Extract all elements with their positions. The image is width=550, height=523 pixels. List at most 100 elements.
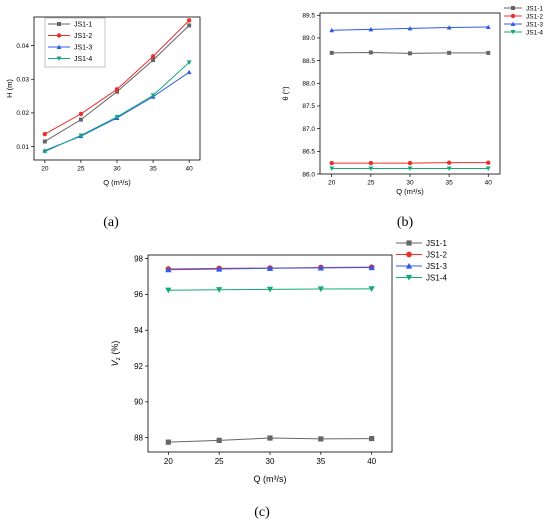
data-point-js1-1-c [216,437,222,443]
x-tick-label-b: 40 [485,180,493,187]
legend-label-js1-3-b: JS1-3 [526,21,543,28]
legend-marker-js1-3-a [56,44,62,49]
y-tick-label-c: 94 [134,326,143,335]
y-tick-label-b: 87.0 [302,126,315,133]
y-tick-label-a: 0.01 [16,144,29,151]
data-point-js1-2-b [368,160,374,166]
legend-label-js1-4-c: JS1-4 [426,273,447,282]
x-tick-label-a: 30 [113,166,121,173]
plot-frame-c [147,254,393,453]
legend-label-js1-2-a: JS1-2 [74,33,92,40]
data-point-js1-3-c [216,265,223,272]
y-tick-label-b: 89.5 [302,13,315,20]
y-tick-label-c: 92 [134,362,143,371]
data-point-js1-4-a [78,133,84,138]
data-point-js1-2-b [407,160,413,166]
x-tick-label-c: 20 [164,457,173,466]
data-point-js1-3-c [266,265,274,271]
x-tick-label-c: 40 [367,457,376,466]
data-point-js1-4-b [446,166,452,171]
legend-label-js1-3-a: JS1-3 [74,44,92,51]
legend-marker-js1-4-a [56,56,62,61]
data-point-js1-1-a [78,117,83,122]
panel-label-c: (c) [254,505,270,520]
data-point-js1-4-a [114,114,120,120]
x-tick-label-c: 30 [266,457,275,466]
chart-panel-a: 20 25 30 35 40 0.01 0.02 0.03 0.04 Q (m³/s) H (m) J… [5,16,201,187]
y-tick-label-a: 0.04 [16,43,29,50]
chart-panel-c: 20 25 30 35 40 88 90 92 94 96 98 Q (m³/s) Vz (%) JS1-… [110,239,447,484]
y-tick-label-b: 88.5 [302,58,315,65]
panel-label-b: (b) [397,215,414,230]
data-point-js1-4-c [368,286,375,292]
data-point-js1-4-c [216,287,223,293]
x-tick-label-a: 25 [77,166,85,173]
legend-marker-js1-3-c [405,262,413,269]
data-point-js1-2-b [329,160,334,166]
x-tick-label-a: 40 [186,166,194,173]
x-axis-label-b: Q (m³/s) [396,187,424,196]
y-tick-label-b: 87.5 [302,103,315,110]
data-point-js1-4-b [329,166,335,171]
x-tick-label-b: 35 [446,180,454,187]
data-point-js1-1-c [165,439,171,445]
data-point-js1-3-b [485,24,491,30]
data-point-js1-1-b [329,50,334,55]
y-tick-label-c: 90 [134,398,143,407]
data-point-js1-2-b [446,160,452,165]
legend-marker-js1-2-c [406,251,412,258]
data-point-js1-1-b [447,50,452,55]
data-point-js1-2-a [150,54,156,59]
data-point-js1-1-b [408,51,412,56]
legend-marker-js1-4-b [510,30,516,35]
x-axis-label-c: Q (m³/s) [254,474,287,484]
x-tick-label-b: 20 [328,180,336,187]
data-point-js1-4-c [266,286,274,293]
data-point-js1-3-b [368,26,374,32]
legend-marker-js1-4-c [405,274,413,281]
y-tick-label-c: 96 [134,290,143,299]
x-tick-label-a: 35 [149,166,157,173]
data-point-js1-1-b [486,50,491,55]
x-tick-label-a: 20 [41,166,49,173]
y-tick-label-a: 0.03 [16,77,29,84]
data-point-js1-2-a [186,18,192,23]
data-point-js1-4-c [165,287,172,294]
data-point-js1-1-c [318,436,324,442]
data-point-js1-2-b [486,160,491,165]
legend-marker-js1-1-b [511,6,515,10]
legend-label-js1-3-c: JS1-3 [426,262,447,271]
y-tick-label-b: 86.5 [302,149,315,156]
y-tick-label-c: 98 [134,254,143,263]
data-point-js1-4-c [317,286,324,293]
data-point-js1-3-a [186,69,192,75]
data-point-js1-1-a [115,89,119,94]
legend-label-js1-2-b: JS1-2 [526,13,543,20]
y-axis-label-c: Vz (%) [110,341,122,367]
data-point-js1-3-b [407,26,413,31]
legend-marker-js1-1-c [406,240,412,246]
x-tick-label-c: 35 [316,457,325,466]
series-line-js1-4-a [44,62,190,153]
data-point-js1-3-b [329,27,335,33]
plot-frame-b [319,12,501,175]
series-line-js1-3-a [44,71,190,152]
data-point-js1-1-a [42,139,47,144]
panel-label-a: (a) [103,215,119,230]
data-point-js1-3-b [446,25,452,30]
chart-panel-b: 20 25 30 35 40 86.0 86.5 87.0 87.5 88.0 88.5 89.0 89… [281,5,543,196]
data-point-js1-3-c [165,266,172,273]
data-point-js1-4-a [42,149,48,154]
y-tick-label-a: 0.02 [16,110,29,117]
data-point-js1-4-b [368,166,374,171]
data-point-js1-3-c [317,264,324,271]
data-point-js1-2-a [114,87,120,92]
legend-label-js1-1-b: JS1-1 [526,5,543,12]
y-tick-label-b: 86.0 [302,171,315,178]
y-tick-label-b: 89.0 [302,35,315,42]
legend-label-js1-2-c: JS1-2 [426,250,447,259]
data-point-js1-4-b [407,166,413,171]
y-axis-label-b: θ (°) [281,86,290,101]
legend-label-js1-4-b: JS1-4 [526,29,543,36]
